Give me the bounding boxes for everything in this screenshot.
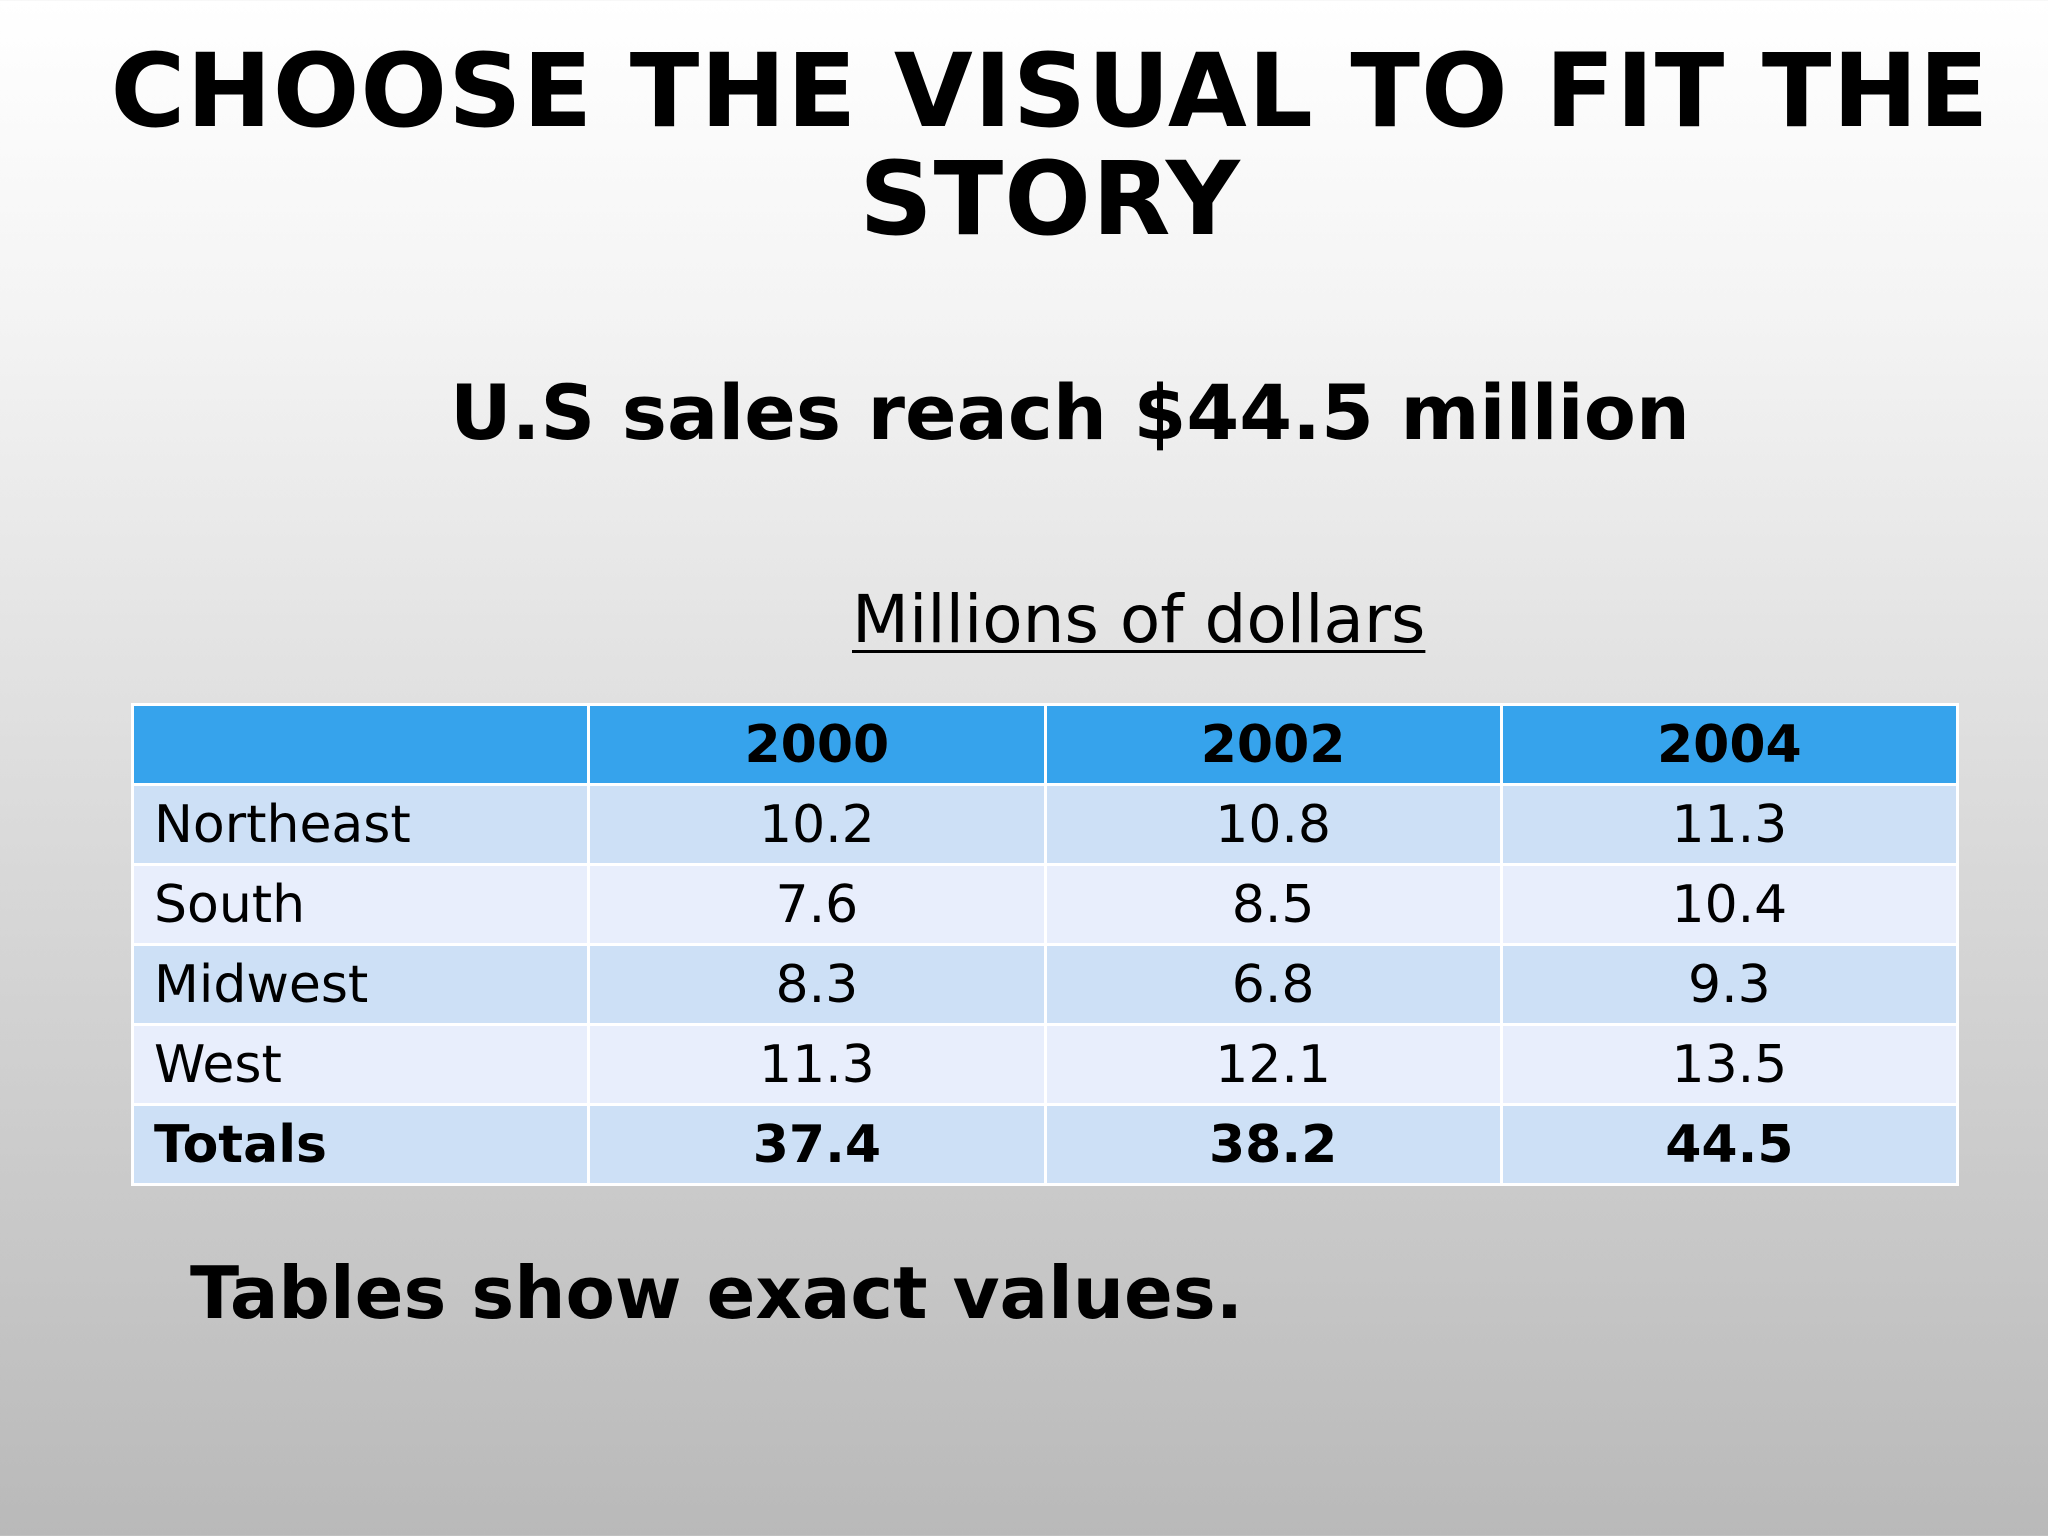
slide-title-line-2: STORY <box>859 140 1241 259</box>
slide-title: CHOOSE THE VISUAL TO FIT THE STORY <box>0 38 2048 254</box>
sales-table: 2000 2002 2004 Northeast 10.2 10.8 11.3 … <box>130 703 1960 1186</box>
table-cell: 7.6 <box>587 863 1047 946</box>
table-cell: 8.5 <box>1043 863 1503 946</box>
row-label: Totals <box>130 1103 591 1186</box>
table-row: West 11.3 12.1 13.5 <box>130 1023 1960 1106</box>
table-cell: 10.4 <box>1499 863 1960 946</box>
table-header-row: 2000 2002 2004 <box>130 703 1960 786</box>
footnote: Tables show exact values. <box>190 1251 1244 1335</box>
table-row: Northeast 10.2 10.8 11.3 <box>130 783 1960 866</box>
row-label: South <box>130 863 591 946</box>
table-row: South 7.6 8.5 10.4 <box>130 863 1960 946</box>
table-cell: 10.8 <box>1043 783 1503 866</box>
table-cell: 6.8 <box>1043 943 1503 1026</box>
table-row: Midwest 8.3 6.8 9.3 <box>130 943 1960 1026</box>
totals-row: Totals 37.4 38.2 44.5 <box>130 1103 1960 1186</box>
table-cell: 12.1 <box>1043 1023 1503 1106</box>
headline: U.S sales reach $44.5 million <box>449 368 1691 457</box>
row-label: Midwest <box>130 943 591 1026</box>
slide-title-line-1: CHOOSE THE VISUAL TO FIT THE <box>110 32 1990 151</box>
table-cell: 44.5 <box>1499 1103 1960 1186</box>
column-header: 2000 <box>587 703 1047 786</box>
row-label: Northeast <box>130 783 591 866</box>
column-header: 2004 <box>1499 703 1960 786</box>
table-cell: 8.3 <box>587 943 1047 1026</box>
column-header: 2002 <box>1043 703 1503 786</box>
table-caption: Millions of dollars <box>852 581 1426 658</box>
row-label: West <box>130 1023 591 1106</box>
table-cell: 10.2 <box>587 783 1047 866</box>
table-cell: 11.3 <box>1499 783 1960 866</box>
table-cell: 11.3 <box>587 1023 1047 1106</box>
table-cell: 37.4 <box>587 1103 1047 1186</box>
table-cell: 9.3 <box>1499 943 1960 1026</box>
table-cell: 38.2 <box>1043 1103 1503 1186</box>
table-cell: 13.5 <box>1499 1023 1960 1106</box>
table-corner-cell <box>130 703 591 786</box>
